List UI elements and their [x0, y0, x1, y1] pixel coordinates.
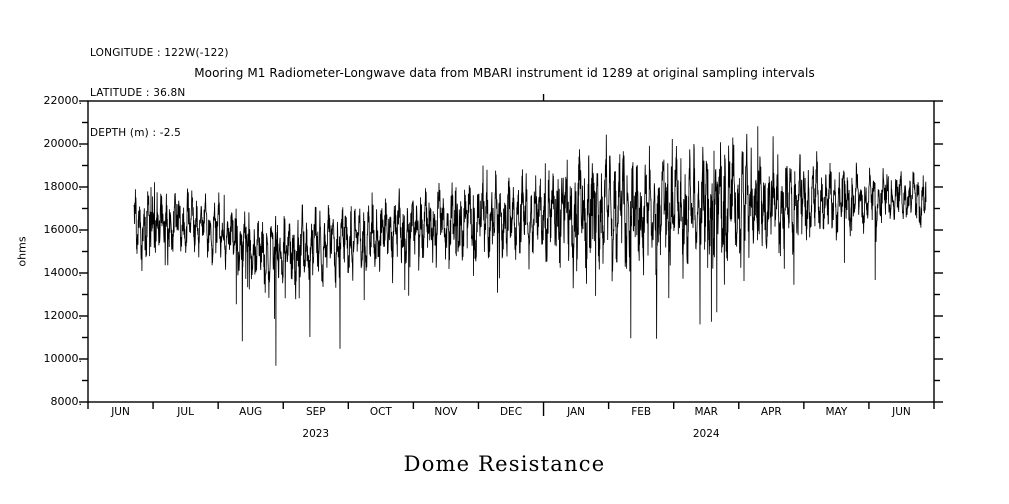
x-tick-label: SEP — [305, 406, 326, 418]
y-tick-label: 8000. — [50, 395, 83, 408]
x-tick-label: MAY — [825, 406, 848, 418]
x-tick-label: JAN — [567, 406, 586, 418]
x-tick-label: MAR — [694, 406, 718, 418]
longitude-line: LONGITUDE : 122W(-122) — [90, 47, 229, 60]
x-tick-label: JUL — [177, 406, 194, 418]
x-tick-label: JUN — [111, 406, 130, 418]
data-series — [133, 126, 927, 366]
y-tick-label: 16000. — [43, 223, 83, 236]
axis-ticks — [79, 94, 943, 416]
chart-title: Mooring M1 Radiometer-Longwave data from… — [194, 66, 815, 80]
x-tick-label: AUG — [239, 406, 263, 418]
y-tick-labels: 22000. 20000. 18000. 16000. 14000. 12000. 1000… — [18, 0, 83, 504]
x-tick-label: DEC — [499, 406, 523, 418]
y-tick-label: 14000. — [43, 266, 83, 279]
y-tick-label: 10000. — [43, 352, 83, 365]
y-tick-label: 12000. — [43, 309, 83, 322]
x-tick-label: OCT — [369, 406, 392, 418]
x-year-label: 2023 — [302, 428, 330, 440]
station-metadata: LONGITUDE : 122W(-122) LATITUDE : 36.8N … — [90, 21, 229, 153]
depth-line: DEPTH (m) : -2.5 — [90, 126, 182, 139]
y-tick-label: 20000. — [43, 137, 83, 150]
variable-caption: Dome Resistance — [403, 452, 606, 476]
x-tick-label: APR — [760, 406, 782, 418]
y-tick-label: 18000. — [43, 180, 83, 193]
x-year-label: 2024 — [692, 428, 720, 440]
latitude-line: LATITUDE : 36.8N — [90, 87, 186, 100]
axes-frame — [87, 100, 935, 403]
x-tick-label: JUN — [892, 406, 911, 418]
x-tick-label: FEB — [631, 406, 652, 418]
x-tick-label: NOV — [434, 406, 458, 418]
y-tick-label: 22000. — [43, 94, 83, 107]
